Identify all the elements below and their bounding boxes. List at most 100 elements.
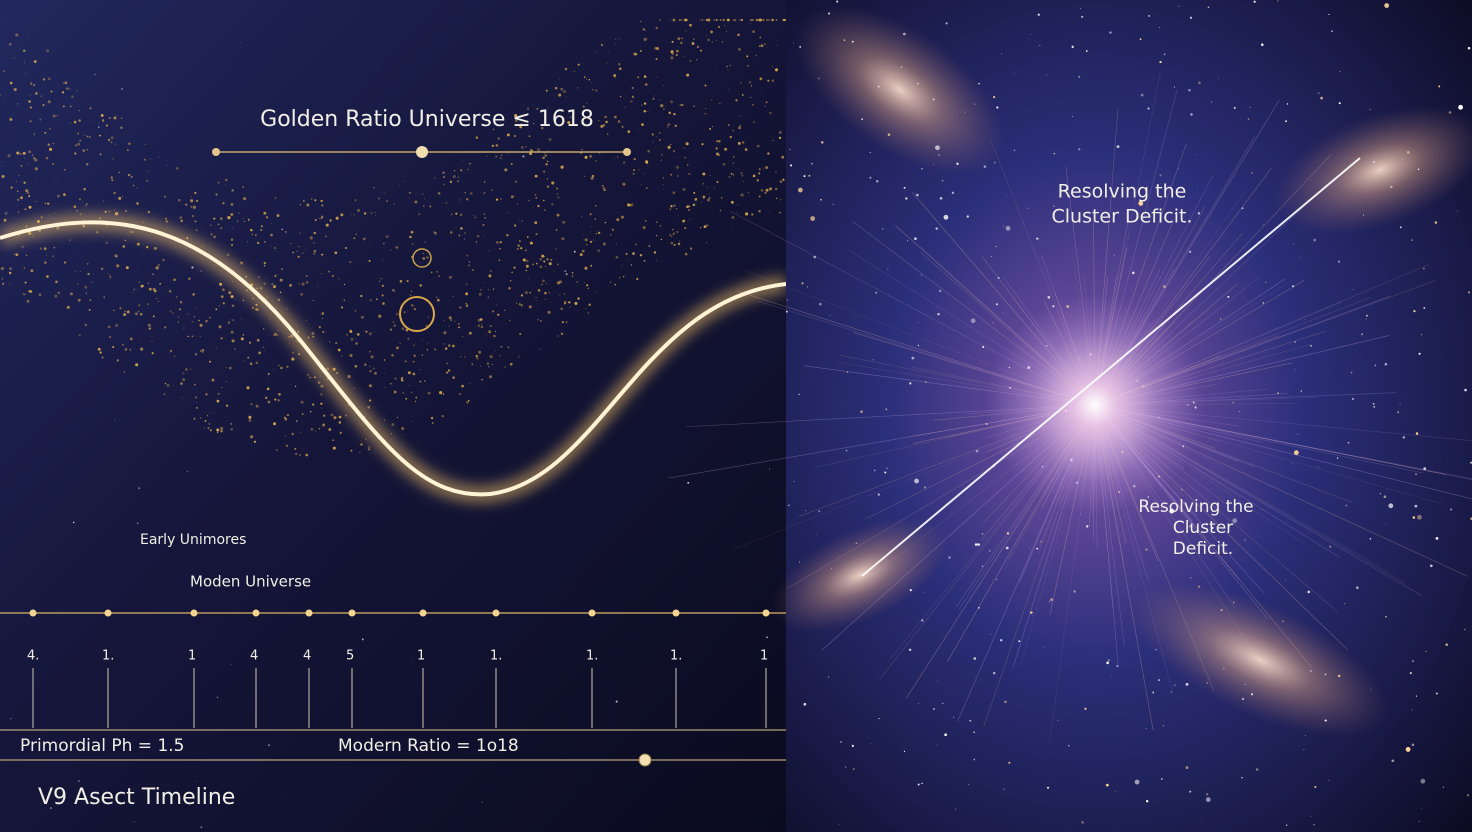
dust <box>431 422 434 424</box>
star <box>1046 74 1048 76</box>
star <box>1406 151 1410 154</box>
dust <box>210 224 212 226</box>
dust <box>672 233 674 236</box>
dust <box>275 250 277 252</box>
dust <box>619 276 621 279</box>
dust <box>123 310 127 313</box>
dust <box>320 407 323 409</box>
dust <box>746 55 749 58</box>
dust <box>215 193 218 196</box>
left-star <box>120 87 124 90</box>
dust <box>203 427 205 429</box>
star <box>1262 509 1263 511</box>
dust <box>320 393 323 396</box>
star <box>1005 225 1011 231</box>
star <box>805 510 807 512</box>
star <box>803 175 806 178</box>
dust <box>445 371 449 374</box>
star <box>956 162 959 165</box>
dust <box>413 307 417 311</box>
dust <box>393 203 395 205</box>
left-star <box>155 230 158 233</box>
dust <box>671 235 673 237</box>
dust <box>716 65 718 67</box>
dust <box>147 282 150 284</box>
dust <box>660 104 664 108</box>
dust <box>230 330 234 334</box>
dust <box>175 167 179 170</box>
dust <box>711 99 713 101</box>
dust <box>407 371 411 375</box>
dust <box>20 196 23 200</box>
dust <box>746 64 749 67</box>
dust <box>484 217 487 219</box>
dust <box>153 246 157 251</box>
left-star <box>186 471 189 473</box>
dust <box>491 363 493 366</box>
slider-handle[interactable] <box>638 753 652 767</box>
dust <box>402 391 405 394</box>
dust <box>483 235 485 236</box>
dust <box>301 282 305 286</box>
dust <box>115 324 119 327</box>
dust <box>659 139 661 141</box>
dust <box>558 93 562 97</box>
dust <box>769 111 772 115</box>
dust <box>129 337 133 341</box>
dust <box>39 247 43 250</box>
dust <box>25 189 29 193</box>
dust <box>303 200 305 202</box>
left-star <box>687 481 690 484</box>
dust <box>86 149 88 151</box>
star <box>938 289 942 293</box>
dust <box>314 219 317 222</box>
dust <box>159 321 161 323</box>
dust <box>450 319 452 321</box>
dust <box>113 116 117 120</box>
star <box>1162 725 1165 727</box>
dust <box>231 339 235 343</box>
dust <box>360 315 364 319</box>
dust <box>737 204 739 206</box>
dust <box>443 319 446 322</box>
dust <box>465 304 469 307</box>
star <box>1261 43 1264 46</box>
dust <box>658 19 661 21</box>
dust <box>679 103 682 107</box>
dust <box>298 283 301 285</box>
dust <box>364 373 366 374</box>
dust <box>528 305 532 309</box>
dust <box>2 70 5 73</box>
dust <box>368 350 371 353</box>
star <box>975 449 979 453</box>
dust <box>125 266 129 270</box>
dust <box>535 262 538 265</box>
dust <box>765 165 769 170</box>
dust <box>603 124 605 126</box>
dust <box>138 304 141 307</box>
dust <box>532 207 534 208</box>
dust <box>554 86 558 90</box>
dust <box>107 325 111 329</box>
dust <box>224 178 228 182</box>
dust <box>541 254 545 258</box>
dust <box>64 81 68 85</box>
star <box>1078 148 1081 151</box>
dust <box>507 212 509 214</box>
left-star <box>216 696 219 698</box>
dust <box>44 131 47 134</box>
dust <box>17 190 19 192</box>
dust <box>384 192 386 195</box>
dust <box>4 211 8 215</box>
dust <box>483 193 485 195</box>
star <box>1220 318 1222 320</box>
dust <box>277 298 281 302</box>
dust <box>577 63 580 66</box>
star <box>1379 493 1381 495</box>
dust <box>267 373 270 375</box>
star <box>803 702 807 706</box>
dust <box>414 400 417 403</box>
dust <box>17 198 20 201</box>
dust <box>782 18 785 22</box>
dust <box>684 156 686 159</box>
